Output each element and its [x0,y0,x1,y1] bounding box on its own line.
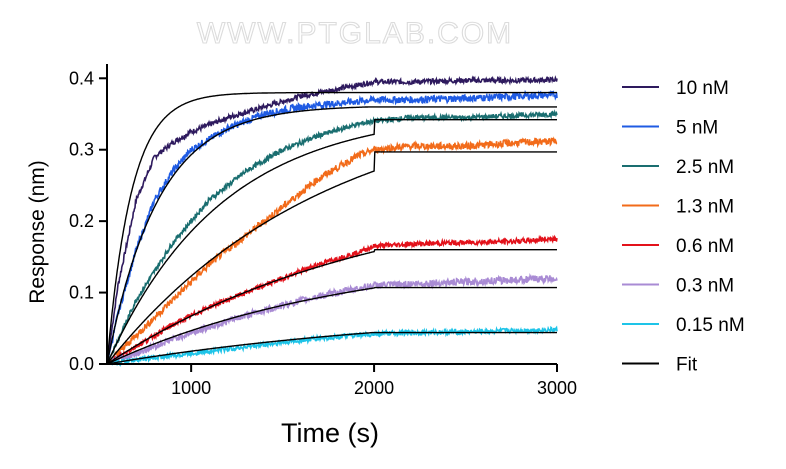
fit-curve-4 [106,151,557,365]
watermark: WWW.PTGLAB.COM [197,17,513,50]
legend-label: 0.3 nM [676,276,734,297]
y-axis-title: Response (nm) [26,160,49,304]
x-tick-label: 1000 [171,378,211,398]
fit-curve-2 [106,106,557,365]
legend-label: 5 nM [676,118,718,139]
legend: 10 nM 5 nM 2.5 nM 1.3 nM 0.6 nM 0.3 nM 0.15 nM… [622,78,745,376]
series-line-0-3-nm [106,273,558,365]
y-tick-label: 0.3 [69,140,94,160]
y-tick-label: 0.4 [69,68,94,88]
fit-curve-7 [106,331,557,365]
series-line-0-15-nm [106,325,558,368]
fit-curve-6 [106,286,557,365]
x-axis-ticks: 1000 2000 3000 [171,364,577,398]
x-axis-title: Time (s) [281,418,379,448]
legend-label: 2.5 nM [676,157,734,178]
plot-area [106,75,558,368]
x-tick-label: 3000 [537,378,577,398]
y-tick-label: 0.1 [69,283,94,303]
legend-label: 0.15 nM [676,315,745,336]
y-tick-label: 0.0 [69,354,94,374]
series-line-5-nm [106,89,558,365]
legend-label: 1.3 nM [676,197,734,218]
legend-label: 0.6 nM [676,236,734,257]
series-line-2-5-nm [106,109,558,365]
x-tick-label: 2000 [354,378,394,398]
y-axis-ticks: 0.0 0.1 0.2 0.3 0.4 [69,68,107,374]
series-line-10-nm [106,75,558,365]
legend-label: Fit [676,355,698,376]
y-tick-label: 0.2 [69,211,94,231]
fit-curve-3 [106,119,557,365]
fit-curve-5 [106,249,557,365]
legend-label: 10 nM [676,78,729,99]
fit-curve-1 [106,91,557,365]
series-line-1-3-nm [106,136,558,365]
